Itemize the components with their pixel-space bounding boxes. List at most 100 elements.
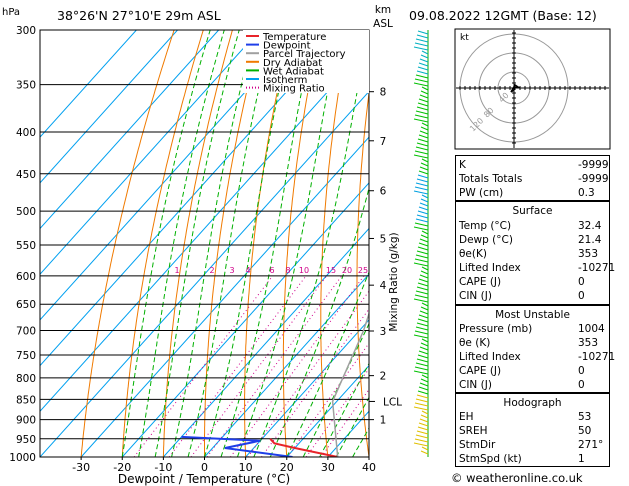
x-tick-label: 0: [201, 461, 208, 474]
wind-barb: [417, 426, 429, 431]
wind-barb: [418, 206, 429, 211]
wet-adiabat-line: [154, 30, 240, 457]
hodograph-frame: [454, 28, 611, 150]
wind-barb: [421, 158, 429, 163]
location-label: 38°26'N 27°10'E 29m ASL: [57, 8, 221, 23]
legend-background: [243, 30, 369, 93]
wind-barb: [413, 190, 429, 195]
mixing-ratio-line: [190, 275, 328, 457]
wind-barb: [415, 398, 429, 403]
wind-barb: [421, 86, 429, 91]
wind-barb: [415, 182, 429, 187]
wind-barb: [416, 286, 429, 291]
dry-adiabat-line: [426, 30, 451, 457]
wind-barb: [418, 314, 429, 319]
wind-barb: [415, 326, 429, 331]
mixing-ratio-axis-title: Mixing Ratio (g/kg): [388, 232, 400, 331]
legend-entry-label: Wet Adiabat: [263, 66, 324, 77]
wind-barb: [419, 58, 429, 63]
mu-row-li: Lifted Index -10271: [459, 351, 616, 363]
mixing-ratio-label: 8: [285, 266, 290, 275]
x-tick-label: 20: [280, 461, 294, 474]
wind-barb: [416, 250, 429, 255]
wind-barb: [418, 350, 429, 355]
wet-adiabat-line: [138, 30, 225, 457]
wind-barb: [415, 38, 429, 43]
wind-barb: [418, 422, 429, 427]
wind-barb: [416, 34, 429, 39]
wind-barb: [413, 118, 429, 123]
legend-entry-label: Mixing Ratio: [263, 84, 325, 95]
surface-panel: Surface Temp (°C) 32.4 Dewp (°C) 21.4 θe(K…: [455, 201, 616, 305]
wind-barb: [418, 98, 429, 103]
wind-barb: [417, 66, 429, 71]
wet-adiabat-line: [269, 186, 369, 457]
wind-barb: [420, 378, 429, 383]
wind-barb: [415, 434, 429, 439]
surface-row-cin: CIN (J) 0: [459, 290, 585, 302]
pressure-tick-label: 1000: [9, 452, 36, 464]
wind-barb: [417, 174, 429, 179]
mixing-ratio-label: 3: [229, 266, 234, 275]
isotherm-line: [204, 273, 369, 457]
wind-barb: [414, 78, 429, 83]
wind-barb: [419, 310, 429, 315]
km-tick-label: 5: [380, 233, 387, 245]
km-tick-label: 6: [380, 186, 387, 198]
wind-barb: [421, 302, 429, 307]
isotherm-line: [40, 30, 220, 230]
wind-barb: [413, 154, 429, 159]
pressure-tick-label: 750: [16, 350, 36, 362]
mixing-ratio-label: 25: [358, 266, 368, 275]
most-unstable-panel: Most Unstable Pressure (mb) 1004 θe (K) 35…: [455, 305, 616, 393]
mixing-ratio-label: 15: [326, 266, 336, 275]
wind-barb: [418, 278, 429, 283]
wet-adiabat-line: [335, 396, 369, 457]
wind-barb: [421, 122, 429, 127]
x-axis-label: Dewpoint / Temperature (°C): [118, 472, 290, 486]
wind-barb: [417, 282, 429, 287]
wind-barb: [413, 442, 429, 447]
wind-barb: [415, 254, 429, 259]
km-tick-label: 2: [380, 371, 387, 383]
index-row-k: K -9999: [459, 159, 609, 171]
wind-barb: [415, 218, 429, 223]
wind-barb: [414, 402, 429, 407]
mixing-ratio-line: [247, 290, 369, 457]
wind-barb: [419, 202, 429, 207]
wind-barb: [418, 386, 429, 391]
mixing-ratio-line: [230, 275, 365, 457]
wind-barb: [418, 134, 429, 139]
legend-entry-label: Dewpoint: [263, 41, 311, 52]
hodo-row-sreh: SREH 50: [459, 425, 592, 437]
wind-barb: [419, 94, 429, 99]
wind-barb: [419, 274, 429, 279]
wind-barb: [418, 242, 429, 247]
legend-entry-label: Dry Adiabat: [263, 58, 322, 69]
mixing-ratio-line: [206, 275, 343, 457]
mixing-ratio-label: 10: [299, 266, 309, 275]
wind-barb: [418, 62, 429, 67]
wind-barb: [413, 298, 429, 303]
wind-barb: [420, 342, 429, 347]
wind-barb: [413, 406, 429, 411]
wind-barb: [417, 390, 429, 395]
surface-row-li: Lifted Index -10271: [459, 262, 616, 274]
wind-barb: [417, 246, 429, 251]
wind-barb: [413, 334, 429, 339]
x-tick-label: -30: [72, 461, 90, 474]
wind-barb: [414, 258, 429, 263]
pressure-tick-label: 450: [16, 169, 36, 181]
wind-barb: [414, 294, 429, 299]
km-unit-label: km: [375, 4, 391, 16]
wind-barb: [416, 106, 429, 111]
most-unstable-title: Most Unstable: [495, 309, 570, 321]
lcl-label: LCL: [383, 396, 402, 408]
legend-entry-label: Isotherm: [263, 75, 307, 86]
hodograph-unit-label: kt: [460, 33, 469, 43]
wind-barb: [416, 394, 429, 399]
x-tick-label: 40: [362, 461, 376, 474]
